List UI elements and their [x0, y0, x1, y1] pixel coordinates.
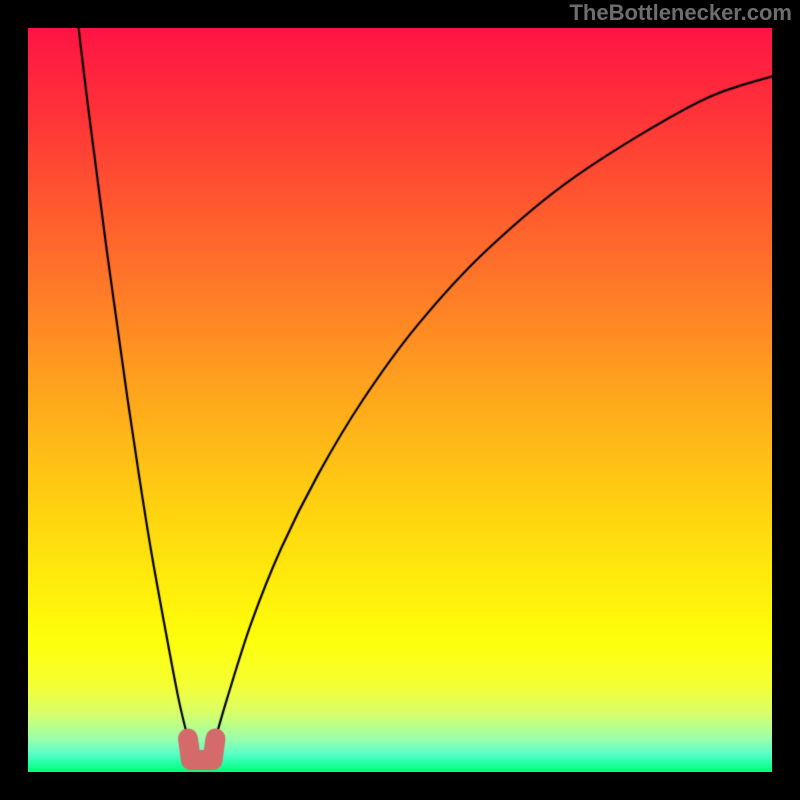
bottleneck-curve	[28, 28, 772, 772]
stage: TheBottlenecker.com	[0, 0, 800, 800]
bottleneck-plot	[28, 28, 772, 772]
